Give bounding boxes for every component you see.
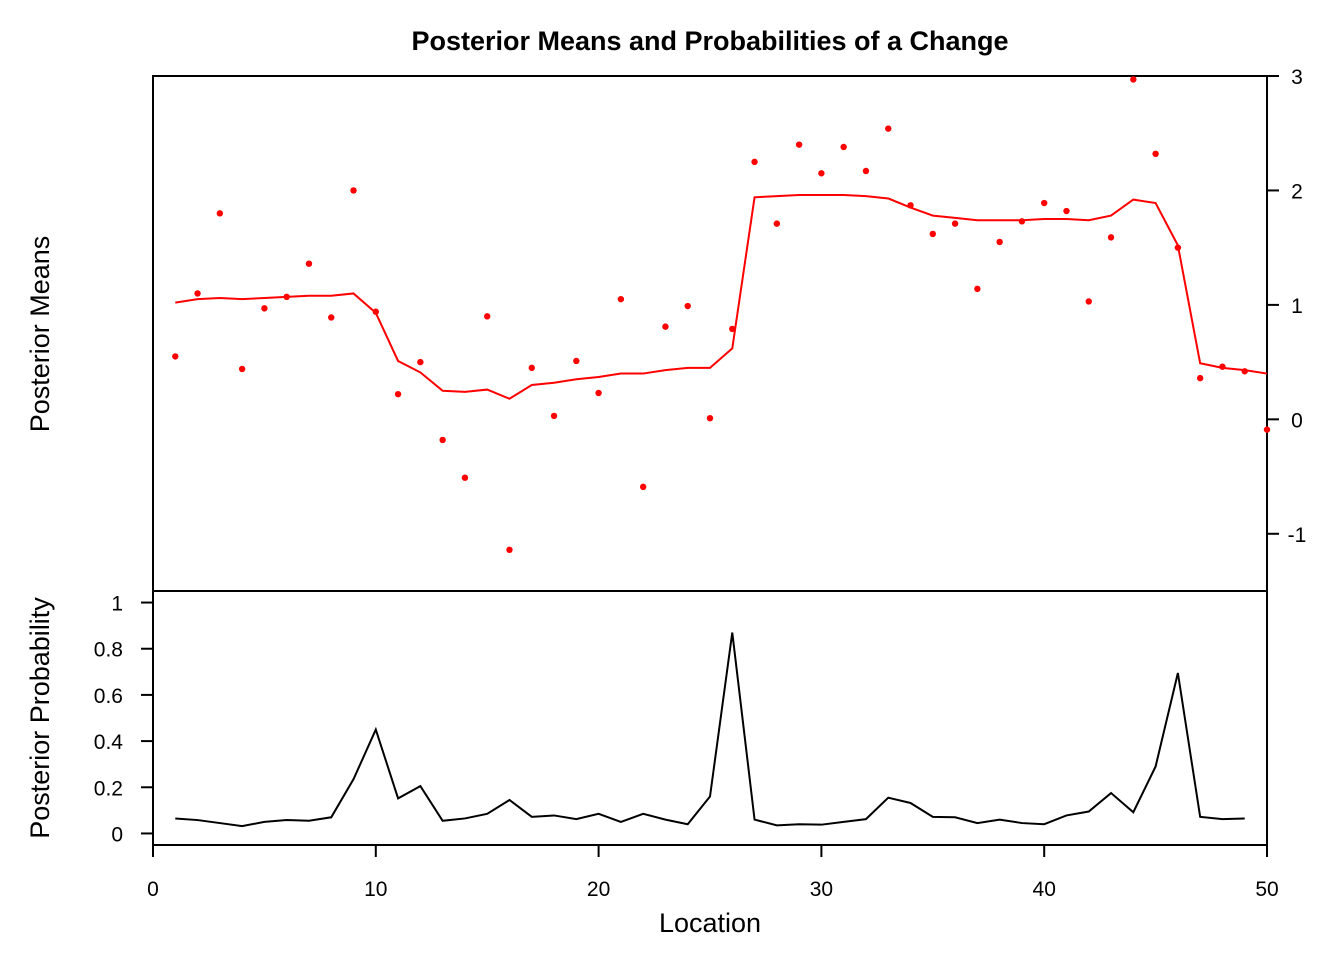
observation-point bbox=[862, 167, 870, 175]
observation-point bbox=[907, 202, 914, 209]
chart-title: Posterior Means and Probabilities of a C… bbox=[411, 26, 1008, 56]
x-tick-label: 40 bbox=[1033, 878, 1056, 901]
x-tick-label: 50 bbox=[1255, 878, 1278, 901]
probability-tick-label: 0.2 bbox=[94, 777, 123, 800]
observation-point bbox=[484, 313, 491, 320]
probability-ylabel: Posterior Probability bbox=[25, 597, 55, 839]
means-tick-label: -1 bbox=[1288, 524, 1307, 547]
observation-point bbox=[1219, 363, 1226, 370]
observation-point bbox=[885, 125, 892, 132]
posterior-mean-line bbox=[175, 194, 1268, 400]
observation-point bbox=[595, 389, 602, 397]
observation-point bbox=[283, 293, 290, 301]
observation-point bbox=[439, 436, 446, 444]
means-tick-label: 2 bbox=[1291, 180, 1303, 203]
observation-point bbox=[461, 474, 469, 481]
probability-panel-frame bbox=[152, 590, 1268, 846]
probability-panel: 0 0.2 0.4 0.6 0.8 1 Posterior Probability bbox=[25, 590, 1268, 846]
x-tick-label: 30 bbox=[810, 878, 833, 901]
probability-tick-label: 0.6 bbox=[94, 685, 123, 708]
means-ylabel: Posterior Means bbox=[25, 236, 55, 433]
observation-point bbox=[328, 314, 335, 321]
observation-point bbox=[1063, 207, 1070, 215]
observation-point bbox=[974, 285, 981, 293]
posterior-probability-line bbox=[175, 632, 1245, 828]
observation-point bbox=[751, 158, 758, 166]
observation-point bbox=[1085, 298, 1092, 305]
means-tick-label: 3 bbox=[1291, 66, 1303, 89]
observation-point bbox=[795, 141, 803, 148]
observation-point bbox=[216, 210, 224, 217]
observation-point bbox=[573, 357, 580, 365]
observation-point bbox=[729, 325, 736, 333]
observation-point bbox=[840, 143, 847, 151]
observation-point bbox=[506, 546, 513, 553]
observation-point bbox=[417, 358, 424, 366]
observation-point bbox=[172, 353, 179, 360]
observation-point bbox=[238, 365, 246, 373]
probability-tick-label: 0.8 bbox=[94, 639, 123, 662]
observation-point bbox=[394, 390, 402, 398]
observation-point bbox=[1130, 76, 1137, 83]
observation-point bbox=[194, 290, 201, 297]
observation-point bbox=[1196, 374, 1204, 382]
x-tick-label: 20 bbox=[587, 878, 610, 901]
x-axis-label: Location bbox=[659, 908, 761, 938]
x-tick-label: 0 bbox=[147, 878, 159, 901]
observation-point bbox=[1174, 244, 1182, 251]
means-tick-label: 1 bbox=[1291, 295, 1303, 318]
observation-point bbox=[550, 412, 558, 420]
x-axis: 0 10 20 30 40 50 bbox=[147, 844, 1279, 901]
observation-point bbox=[305, 260, 313, 267]
observation-point bbox=[1152, 150, 1159, 158]
observation-point bbox=[617, 295, 625, 303]
observation-point bbox=[951, 220, 959, 227]
observation-point bbox=[684, 302, 691, 310]
probability-y-axis: 0 0.2 0.4 0.6 0.8 1 bbox=[94, 593, 154, 846]
means-panel-frame bbox=[152, 75, 1268, 592]
observation-point bbox=[261, 305, 268, 312]
means-panel: -1 0 1 2 3 Posterior Means bbox=[25, 66, 1306, 592]
observation-point bbox=[1018, 218, 1026, 225]
probability-tick-label: 0.4 bbox=[94, 731, 124, 754]
observation-point bbox=[996, 238, 1003, 246]
observation-point bbox=[1263, 426, 1271, 433]
observation-point bbox=[662, 323, 669, 330]
observation-point bbox=[639, 483, 647, 491]
observation-point bbox=[528, 364, 535, 372]
x-tick-label: 10 bbox=[364, 878, 387, 901]
observation-point bbox=[372, 308, 379, 315]
observation-point bbox=[929, 230, 936, 238]
observation-points bbox=[172, 76, 1271, 553]
observation-point bbox=[1107, 234, 1115, 241]
probability-tick-label: 1 bbox=[111, 593, 123, 616]
observation-point bbox=[1041, 199, 1048, 207]
observation-point bbox=[773, 220, 781, 227]
observation-point bbox=[818, 170, 825, 177]
observation-point bbox=[706, 414, 714, 422]
means-y-axis: -1 0 1 2 3 bbox=[1267, 66, 1306, 547]
observation-point bbox=[350, 187, 357, 194]
means-tick-label: 0 bbox=[1291, 409, 1303, 432]
probability-tick-label: 0 bbox=[111, 823, 123, 846]
observation-point bbox=[1241, 368, 1248, 375]
